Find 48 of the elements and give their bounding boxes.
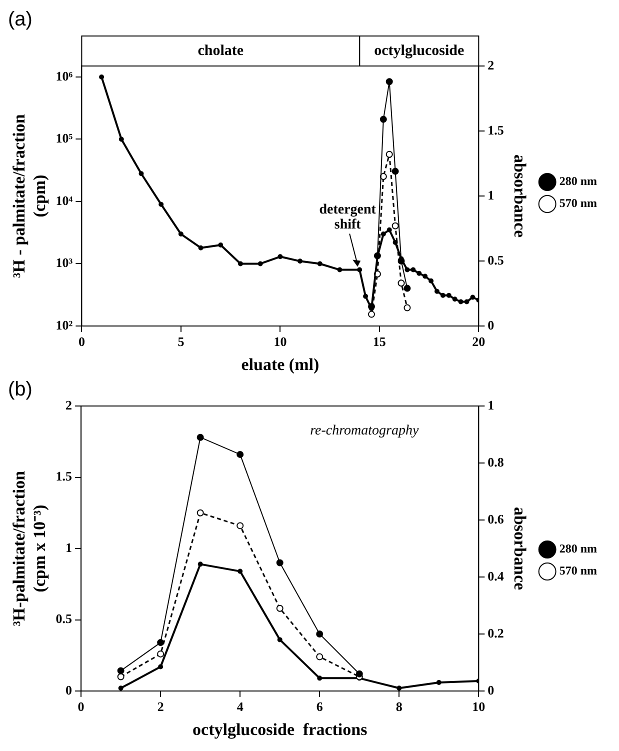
annotation: re-chromatography xyxy=(310,424,420,439)
y2-tick-label: 1.5 xyxy=(488,122,504,138)
y-tick-label: 10³ xyxy=(56,255,73,270)
legend-label: 570 nm xyxy=(559,196,598,210)
y2-tick-label: 1 xyxy=(488,187,494,202)
y-tick-label: 10⁶ xyxy=(56,68,73,84)
legend-label: 570 nm xyxy=(559,564,598,578)
y2-tick-label: 0.5 xyxy=(488,252,504,268)
y2-tick-label: 1 xyxy=(488,397,494,412)
y-axis-title: ³H - palmitate/fraction (cpm) xyxy=(10,114,49,278)
y-tick-label: 0 xyxy=(66,682,72,698)
y-axis-title: ³H-palmitate/fraction (cpm x 10⁻³) xyxy=(10,470,49,626)
y2-tick-label: 0.6 xyxy=(488,511,504,526)
y2-axis-title: absorbance xyxy=(510,506,530,591)
x-tick-label: 4 xyxy=(236,699,244,714)
chart-title: (a) xyxy=(8,8,32,31)
x-tick-label: 0 xyxy=(78,334,85,350)
chart-title: (b) xyxy=(8,378,32,401)
legend-label: 280 nm xyxy=(559,542,598,556)
y-tick-label: 0.5 xyxy=(56,611,73,626)
y2-tick-label: 2 xyxy=(488,57,494,72)
y-tick-label: 10⁴ xyxy=(56,192,73,208)
text: cholate xyxy=(198,42,244,59)
x-tick-label: 6 xyxy=(316,699,324,714)
y2-axis-title: absorbance xyxy=(510,154,530,238)
x-tick-label: 10 xyxy=(472,699,486,714)
y2-tick-label: 0 xyxy=(488,682,494,698)
text: octylglucoside xyxy=(374,42,464,59)
x-tick-label: 10 xyxy=(274,334,287,350)
y-tick-label: 10² xyxy=(56,317,73,332)
y-tick-label: 1 xyxy=(66,540,72,555)
legend-label: 280 nm xyxy=(559,174,598,188)
y-tick-label: 1.5 xyxy=(56,468,73,484)
annotation: detergent shift xyxy=(319,202,376,232)
x-tick-label: 5 xyxy=(178,334,185,350)
x-tick-label: 20 xyxy=(472,334,486,350)
x-axis-title: eluate (ml) xyxy=(241,355,320,374)
x-tick-label: 2 xyxy=(157,699,164,714)
x-tick-label: 0 xyxy=(78,699,84,714)
y-tick-label: 10⁵ xyxy=(56,130,73,146)
x-tick-label: 15 xyxy=(372,334,386,350)
y2-tick-label: 0 xyxy=(488,317,494,332)
y-tick-label: 2 xyxy=(66,397,72,412)
y2-tick-label: 0.2 xyxy=(488,625,504,640)
x-axis-title: octylglucoside fractions xyxy=(192,720,368,740)
x-tick-label: 8 xyxy=(396,699,403,714)
y2-tick-label: 0.8 xyxy=(488,454,504,470)
y2-tick-label: 0.4 xyxy=(488,568,504,584)
